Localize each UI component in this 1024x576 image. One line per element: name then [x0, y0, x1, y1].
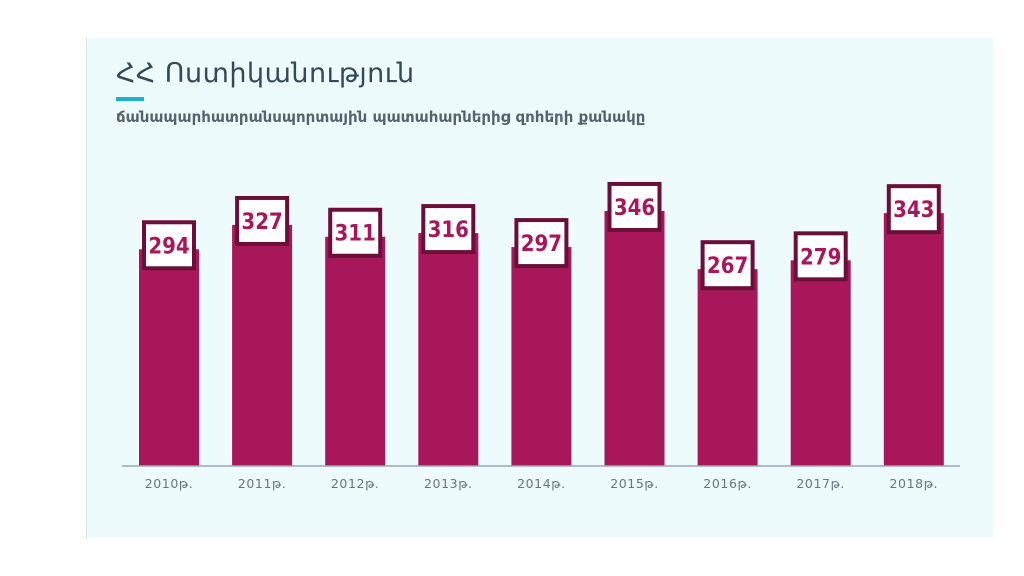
data-label: 294 — [148, 234, 189, 259]
x-tick-labels: 2010թ. 2011թ. 2012թ. 2013թ. 2014թ. 2015թ. 2016… — [145, 476, 938, 491]
bar-2010թ. — [139, 249, 199, 466]
x-tick-label: 2016թ. — [703, 476, 752, 491]
data-label: 316 — [428, 218, 469, 243]
bar-2018թ. — [883, 213, 944, 466]
x-tick-label: 2014թ. — [517, 476, 566, 491]
chart-title: ՀՀ Ոստիկանություն — [116, 58, 415, 89]
data-label: 311 — [335, 222, 376, 247]
x-tick-label: 2015թ. — [610, 476, 659, 491]
data-label: 346 — [614, 196, 655, 221]
x-tick-label: 2017թ. — [796, 476, 845, 491]
x-tick-label: 2010թ. — [145, 476, 194, 491]
data-label-box — [514, 218, 569, 269]
data-label-box — [793, 231, 848, 282]
data-label-box — [142, 220, 196, 271]
bar-2015թ. — [604, 210, 665, 466]
data-label-box — [235, 195, 290, 246]
bars-group: 294 327 311 316 297 346 267 279 343 — [139, 181, 944, 466]
bar-2016թ. — [697, 269, 758, 466]
x-tick-label: 2018թ. — [889, 476, 938, 491]
x-tick-label: 2012թ. — [331, 476, 380, 491]
bar-2014թ. — [511, 247, 572, 466]
data-label: 267 — [707, 254, 748, 279]
data-label: 279 — [800, 245, 841, 270]
bar-2017թ. — [790, 260, 851, 466]
data-label: 343 — [893, 198, 934, 223]
bar-2013թ. — [418, 233, 479, 466]
bar-2011թ. — [232, 224, 293, 466]
data-label-box — [607, 181, 662, 232]
x-tick-label: 2013թ. — [424, 476, 473, 491]
data-label: 327 — [241, 210, 282, 235]
data-label: 297 — [521, 232, 562, 257]
chart-subtitle: ճանապարհատրանսպորտային պատահարներից զոհե… — [116, 108, 646, 126]
data-label-box — [328, 207, 383, 258]
bar-2012թ. — [325, 236, 386, 466]
x-tick-label: 2011թ. — [238, 476, 287, 491]
data-label-box — [700, 240, 755, 291]
data-label-box — [421, 204, 476, 255]
title-accent-line — [116, 97, 144, 101]
data-label-box — [886, 184, 941, 235]
